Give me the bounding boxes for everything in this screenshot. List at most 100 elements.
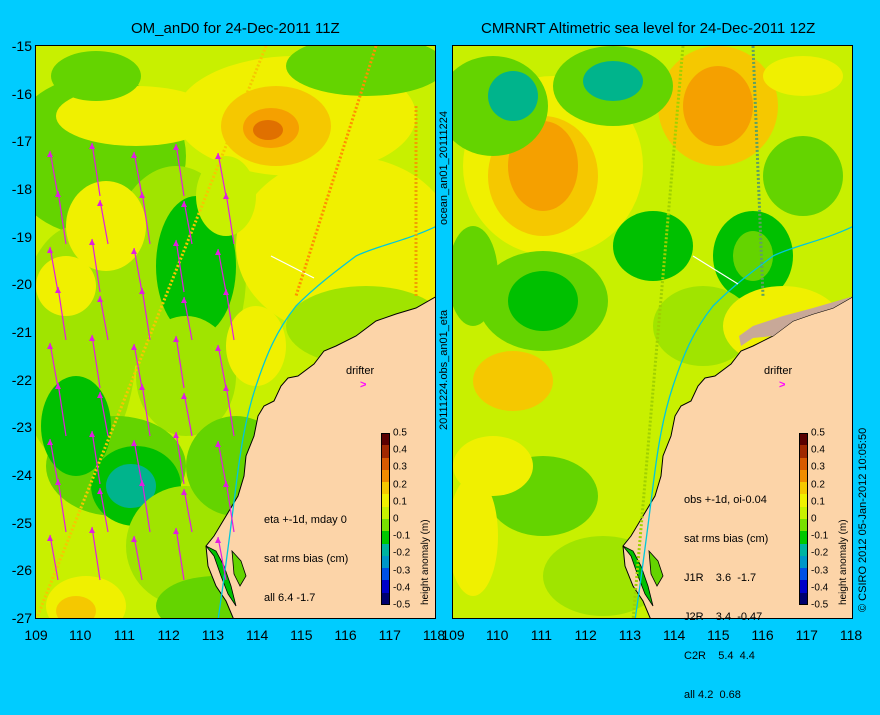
colorbar-tick-label: 0	[393, 513, 399, 525]
colorbar-tick-label: 0	[811, 513, 817, 525]
vector-shaft	[175, 239, 185, 293]
colorbar-tick-label: -0.1	[393, 530, 411, 542]
colorbar-segment	[381, 592, 390, 606]
vector-head	[97, 296, 103, 302]
satellite-track	[751, 46, 765, 297]
vector-shaft	[141, 383, 151, 437]
colorbar-segment	[381, 580, 390, 594]
right-stats-line: sat rms bias (cm)	[684, 533, 769, 545]
left-x-tick-label: 116	[334, 627, 357, 643]
vector-shaft	[217, 440, 227, 485]
anomaly-contour	[286, 46, 435, 96]
vector-shaft	[99, 487, 109, 533]
anomaly-contour	[683, 66, 753, 146]
right-map-panel[interactable]	[452, 45, 853, 619]
vector-shaft	[57, 382, 67, 437]
vector-head	[173, 528, 179, 534]
colorbar-segment	[799, 433, 808, 446]
current-vectors	[47, 142, 235, 581]
satellite-track	[36, 46, 268, 618]
satellite-track	[631, 46, 685, 618]
colorbar-tick-label: -0.4	[393, 582, 411, 594]
anomaly-contour	[226, 306, 286, 386]
vector-head	[131, 152, 137, 158]
colorbar-segment	[381, 469, 390, 483]
vector-shaft	[49, 534, 59, 581]
right-stats-line: J2R 3.4 -0.47	[684, 611, 763, 623]
colorbar-tick-label: 0.4	[811, 444, 825, 456]
y-tick-label: -19	[11, 228, 32, 245]
right-map-canvas	[453, 46, 852, 618]
anomaly-contour	[66, 181, 146, 271]
vector-head	[47, 151, 53, 157]
colorbar-segment	[799, 531, 808, 545]
left-map-title: OM_anD0 for 24-Dec-2011 11Z	[131, 20, 340, 37]
colorbar-segment	[381, 531, 390, 545]
vector-head	[47, 247, 53, 253]
vector-shaft	[49, 150, 59, 197]
vector-head	[215, 153, 221, 159]
vector-head	[215, 249, 221, 255]
colorbar-tick-label: -0.3	[393, 565, 411, 577]
colorbar-tick-label: -0.3	[811, 565, 829, 577]
vector-head	[97, 488, 103, 494]
vector-shaft	[49, 342, 59, 389]
y-tick-label: -21	[11, 324, 32, 340]
y-tick-label: -25	[11, 514, 32, 531]
colorbar-tick-label: 0.4	[393, 444, 407, 456]
vector-shaft	[133, 343, 143, 389]
vector-shaft	[57, 478, 67, 533]
vector-head	[97, 200, 103, 206]
colorbar-tick-label: 0.3	[811, 461, 825, 473]
vector-head	[131, 536, 137, 542]
right-x-tick-label: 117	[795, 627, 818, 643]
right-stats-line: C2R 5.4 4.4	[684, 650, 755, 662]
right-drifter-marker-icon: >	[779, 379, 786, 391]
vector-shaft	[133, 535, 143, 581]
vector-head	[89, 431, 95, 437]
vector-head	[173, 432, 179, 438]
colorbar-title: height anomaly (m)	[838, 519, 849, 605]
vector-shaft	[91, 526, 101, 581]
colorbar-segment	[799, 543, 808, 557]
right-x-tick-label: 115	[707, 627, 730, 643]
colorbar-segment	[799, 519, 808, 532]
colorbar-tick-label: 0.5	[393, 427, 407, 439]
left-stats-line: all 6.4 -1.7	[264, 592, 316, 604]
colorbar-segment	[799, 568, 808, 581]
vector-head	[89, 335, 95, 341]
vector-shaft	[175, 527, 185, 581]
anomaly-contour	[613, 211, 693, 281]
colorbar-segment	[381, 555, 390, 569]
right-x-tick-label: 114	[662, 627, 686, 643]
colorbar-segment	[799, 494, 808, 508]
anomaly-contour	[453, 436, 533, 496]
colorbar-segment	[799, 482, 808, 495]
anomaly-contour	[473, 351, 553, 411]
y-tick-label: -24	[11, 467, 32, 483]
left-x-tick-label: 117	[378, 627, 401, 643]
left-map-panel[interactable]	[35, 45, 436, 619]
vector-head	[89, 239, 95, 245]
colorbar-tick-label: 0.3	[393, 461, 407, 473]
colorbar-tick-label: -0.5	[393, 599, 411, 611]
shark-bay-peninsula	[231, 549, 247, 587]
left-x-tick-label: 118	[422, 627, 446, 643]
vector-shaft	[175, 335, 185, 389]
y-tick-label: -26	[11, 562, 32, 579]
colorbar-tick-label: -0.5	[811, 599, 829, 611]
vector-shaft	[133, 151, 143, 197]
left-drifter-label: drifter	[346, 365, 375, 377]
vector-shaft	[57, 286, 67, 341]
vector-shaft	[217, 344, 227, 389]
vector-head	[139, 384, 145, 390]
colorbar-tick-label: 0.1	[811, 496, 825, 508]
vector-head	[131, 344, 137, 350]
colorbar-segment	[381, 506, 390, 520]
anomaly-contour	[763, 136, 843, 216]
anomaly-contour	[733, 231, 773, 281]
vector-shaft	[57, 190, 67, 245]
anomaly-contour	[136, 316, 236, 436]
vector-head	[215, 537, 221, 543]
shark-bay-peninsula	[648, 549, 664, 587]
